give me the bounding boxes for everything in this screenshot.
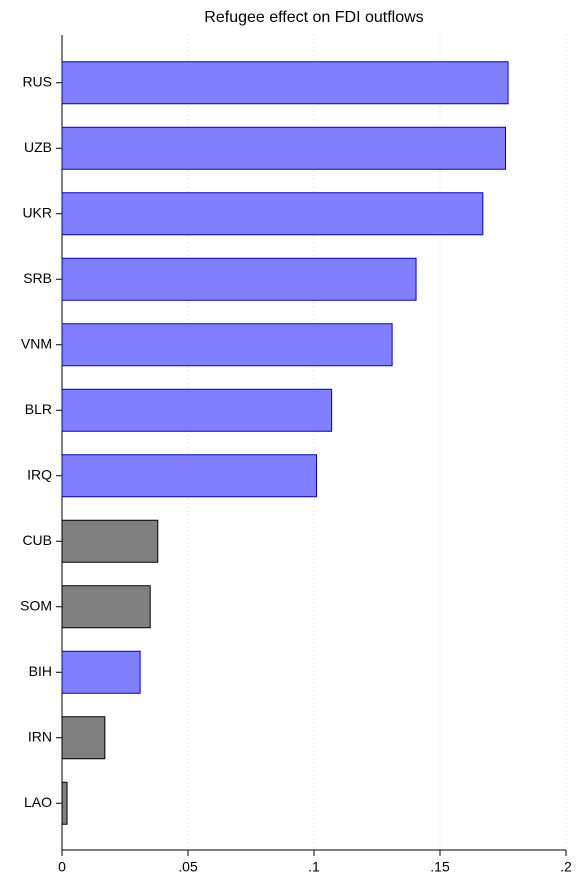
x-tick-label: 0 <box>58 859 66 875</box>
bar <box>61 323 393 367</box>
bar <box>61 781 68 825</box>
chart-title: Refugee effect on FDI outflows <box>204 9 423 26</box>
x-tick-label: .1 <box>308 859 320 875</box>
x-tick-label: .05 <box>178 859 198 875</box>
y-tick-label: RUS <box>22 73 52 89</box>
y-tick-label: VNM <box>21 335 52 351</box>
y-tick-label: SRB <box>23 270 52 286</box>
y-tick-label: CUB <box>22 532 52 548</box>
y-tick-label: UZB <box>24 139 52 155</box>
y-tick-label: BIH <box>29 663 52 679</box>
x-tick-label: .2 <box>560 859 572 875</box>
bar <box>61 388 333 432</box>
bar <box>61 192 484 236</box>
y-tick-label: IRN <box>28 728 52 744</box>
y-tick-label: LAO <box>24 794 52 810</box>
bar <box>61 454 318 498</box>
bar <box>61 519 159 563</box>
bar <box>61 716 106 760</box>
y-tick-label: SOM <box>20 597 52 613</box>
bar <box>61 257 417 301</box>
y-tick-label: BLR <box>25 401 52 417</box>
bar <box>61 126 507 170</box>
x-tick-label: .15 <box>430 859 450 875</box>
bar <box>61 61 509 105</box>
y-tick-label: UKR <box>22 204 52 220</box>
bar <box>61 585 151 629</box>
bar <box>61 650 141 694</box>
y-tick-label: IRQ <box>27 466 52 482</box>
